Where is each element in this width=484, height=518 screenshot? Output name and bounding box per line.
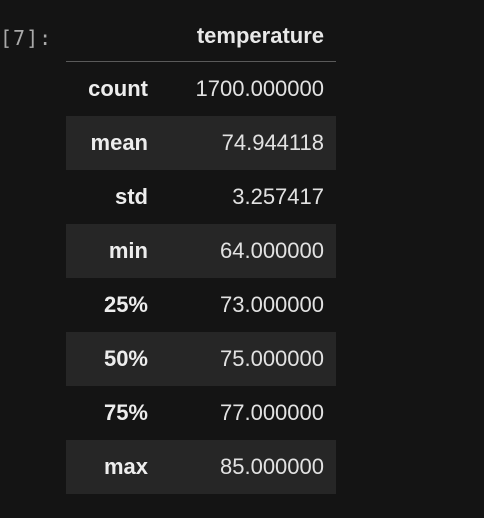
table-row: max 85.000000 xyxy=(66,440,336,494)
row-value: 3.257417 xyxy=(232,184,324,209)
row-label: max xyxy=(103,454,148,479)
row-label: std xyxy=(115,184,148,209)
table-header: temperature xyxy=(66,10,336,62)
row-value: 77.000000 xyxy=(220,400,324,425)
row-label: 75% xyxy=(103,400,148,425)
row-label: min xyxy=(108,238,148,263)
row-label: mean xyxy=(90,130,148,155)
row-label: 50% xyxy=(103,346,148,371)
row-value: 85.000000 xyxy=(220,454,324,479)
table-row: count 1700.000000 xyxy=(66,62,336,116)
row-label: count xyxy=(88,76,148,101)
execution-count-prompt: [7]: xyxy=(0,26,53,50)
row-label: 25% xyxy=(103,292,148,317)
table-row: min 64.000000 xyxy=(66,224,336,278)
table-row: std 3.257417 xyxy=(66,170,336,224)
row-value: 74.944118 xyxy=(221,130,324,155)
row-value: 1700.000000 xyxy=(195,76,324,101)
column-header-temperature: temperature xyxy=(196,22,324,48)
table-row: 25% 73.000000 xyxy=(66,278,336,332)
row-value: 64.000000 xyxy=(220,238,324,263)
table-row: 75% 77.000000 xyxy=(66,386,336,440)
table-row: 50% 75.000000 xyxy=(66,332,336,386)
describe-table: temperature count 1700.000000 mean 74.94… xyxy=(66,10,336,494)
table-row: mean 74.944118 xyxy=(66,116,336,170)
row-value: 73.000000 xyxy=(220,292,324,317)
row-value: 75.000000 xyxy=(220,346,324,371)
